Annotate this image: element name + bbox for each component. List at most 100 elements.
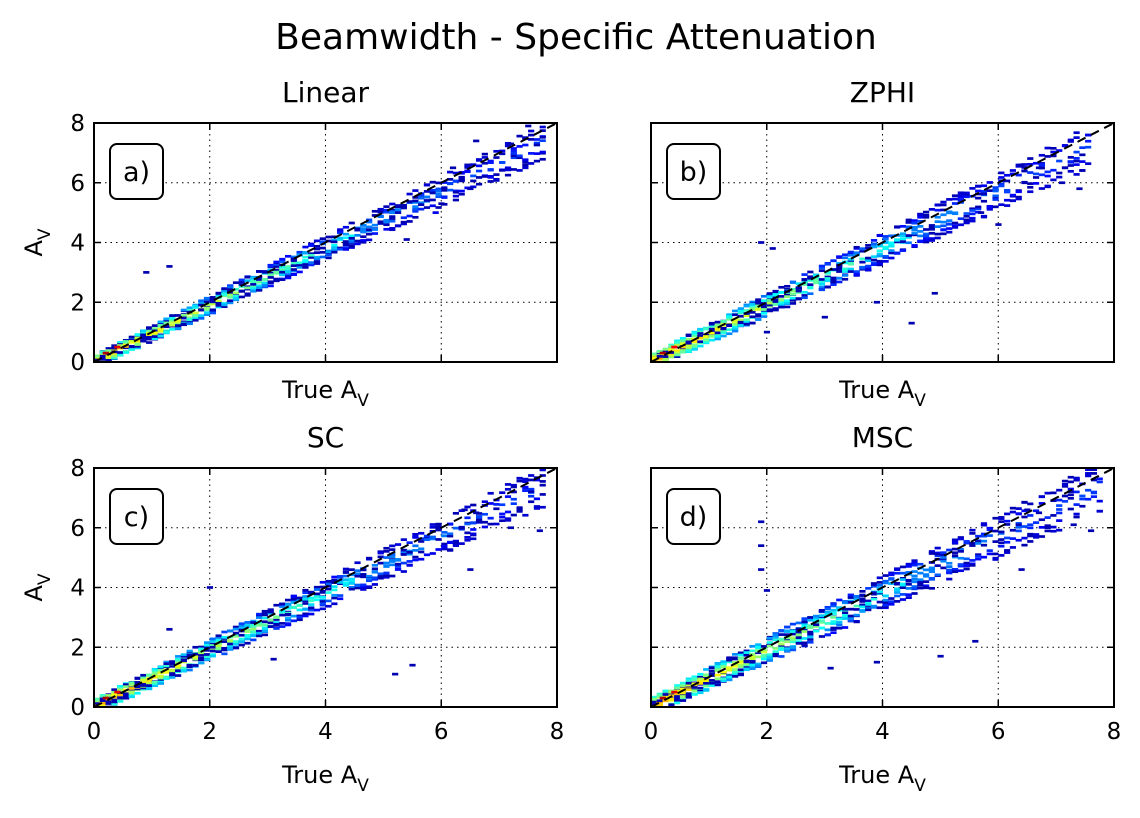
heatmap-cell: [151, 669, 159, 673]
heatmap-cell: [732, 664, 739, 668]
heatmap-cell: [409, 663, 416, 667]
heatmap-cell: [192, 664, 199, 667]
heatmap-cell: [429, 188, 436, 192]
heatmap-cell: [1085, 139, 1092, 143]
heatmap-cell: [403, 238, 410, 241]
heatmap-cell: [980, 522, 988, 525]
heatmap-cell: [256, 614, 263, 618]
heatmap-cell: [528, 129, 535, 133]
heatmap-cell: [911, 574, 918, 578]
heatmap-cell: [685, 337, 692, 341]
heatmap-cell: [743, 653, 750, 657]
heatmap-cell: [146, 329, 153, 333]
heatmap-cell: [528, 490, 535, 494]
heatmap-cell: [452, 198, 460, 202]
heatmap-cell: [1096, 509, 1103, 513]
heatmap-cell: [209, 640, 216, 643]
heatmap-cell: [691, 689, 698, 693]
heatmap-cell: [151, 324, 159, 327]
heatmap-cell: [1050, 514, 1057, 517]
heatmap-cell: [186, 318, 193, 322]
heatmap-cell: [795, 289, 802, 293]
heatmap-cell: [818, 614, 826, 618]
heatmap-cell: [1027, 534, 1034, 538]
heatmap-cell: [296, 608, 303, 612]
heatmap-cell: [674, 353, 681, 357]
heatmap-cell: [342, 581, 350, 585]
heatmap-cell: [813, 614, 820, 618]
heatmap-cell: [737, 668, 744, 672]
heatmap-cell: [337, 236, 344, 240]
heatmap-cell: [801, 630, 808, 633]
heatmap-cell: [238, 290, 245, 293]
panel-label: a): [123, 157, 150, 188]
heatmap-cell: [1056, 488, 1063, 492]
heatmap-cell: [940, 556, 947, 559]
heatmap-cell: [697, 332, 704, 335]
heatmap-cell: [389, 215, 396, 218]
heatmap-cell: [140, 335, 147, 338]
heatmap-cell: [789, 622, 797, 626]
heatmap-cell: [1067, 475, 1074, 479]
heatmap-cell: [870, 584, 878, 588]
heatmap-cell: [778, 295, 785, 298]
heatmap-cell: [934, 236, 941, 240]
heatmap-cell: [435, 538, 442, 541]
heatmap-cell: [429, 525, 436, 529]
heatmap-cell: [203, 641, 211, 644]
heatmap-cell: [354, 572, 361, 576]
heatmap-cell: [969, 187, 976, 190]
heatmap-cell: [876, 261, 883, 265]
x-axis-label: True AV: [281, 761, 369, 796]
heatmap-cell: [227, 284, 234, 287]
heatmap-cell: [438, 202, 445, 206]
heatmap-cell: [772, 293, 779, 297]
heatmap-cell: [180, 322, 187, 326]
heatmap-cell: [1044, 526, 1051, 529]
heatmap-cell: [151, 331, 159, 335]
heatmap-cell: [882, 574, 889, 577]
heatmap-cell: [778, 637, 785, 641]
heatmap-cell: [458, 526, 465, 530]
heatmap-cell: [1056, 511, 1063, 515]
heatmap-cell: [946, 230, 953, 234]
heatmap-cell: [1085, 497, 1092, 501]
heatmap-cell: [749, 303, 756, 306]
heatmap-cell: [342, 240, 350, 244]
heatmap-cell: [383, 220, 390, 224]
heatmap-cell: [703, 684, 710, 687]
heatmap-cell: [830, 628, 837, 631]
heatmap-cell: [308, 253, 315, 257]
heatmap-cell: [192, 657, 199, 661]
heatmap-cell: [703, 680, 710, 684]
heatmap-cell: [175, 327, 182, 330]
heatmap-cell: [772, 647, 779, 650]
heatmap-cell: [876, 606, 883, 610]
heatmap-cell: [99, 695, 106, 698]
heatmap-cell: [972, 639, 979, 643]
heatmap-cell: [360, 224, 367, 227]
heatmap-cell: [507, 526, 514, 530]
heatmap-cell: [151, 333, 159, 337]
heatmap-cell: [117, 351, 124, 354]
heatmap-cell: [847, 619, 854, 623]
heatmap-cell: [714, 668, 721, 671]
heatmap-cell: [1038, 173, 1045, 177]
heatmap-cell: [951, 226, 959, 229]
heatmap-cell: [755, 314, 762, 318]
heatmap-cell: [998, 541, 1005, 545]
heatmap-cell: [760, 308, 768, 311]
heatmap-cell: [192, 313, 199, 317]
heatmap-cell: [873, 660, 881, 664]
heatmap-cell: [452, 171, 460, 175]
heatmap-cell: [244, 641, 251, 645]
heatmap-cell: [157, 324, 164, 327]
heatmap-cell: [894, 594, 901, 598]
heatmap-cell: [273, 268, 280, 272]
heatmap-cell: [749, 644, 756, 648]
heatmap-cell: [928, 576, 935, 580]
heatmap-cell: [418, 547, 425, 551]
heatmap-cell: [348, 240, 355, 244]
heatmap-cell: [772, 632, 779, 635]
